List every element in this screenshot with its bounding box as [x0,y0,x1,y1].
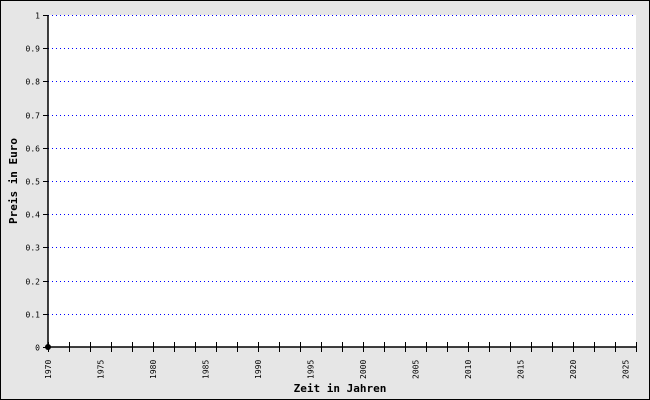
y-tick-label: 0.1 [26,311,41,320]
x-tick-label: 1995 [307,360,316,379]
x-tick-label: 2000 [359,360,368,379]
x-tick-label: 2020 [569,360,578,379]
y-axis-label: Preis in Euro [7,138,20,224]
y-tick-label: 0.7 [26,112,41,121]
y-tick-label: 0.2 [26,278,41,287]
x-tick-label: 1985 [202,360,211,379]
y-tick-label: 0 [35,344,40,353]
y-tick-label: 0.6 [26,145,41,154]
y-tick-label: 1 [35,12,40,21]
x-tick-label: 2015 [517,360,526,379]
x-tick-label: 1980 [149,360,158,379]
x-tick-label: 2010 [464,360,473,379]
plot-area [48,15,636,347]
x-tick-label: 1970 [44,360,53,379]
x-axis-label: Zeit in Jahren [294,382,387,395]
x-tick-label: 1975 [97,360,106,379]
y-tick-label: 0.8 [26,78,41,87]
y-tick-label: 0.9 [26,45,41,54]
x-tick-label: 2005 [412,360,421,379]
y-tick-label: 0.3 [26,244,41,253]
y-tick-label: 0.4 [26,211,41,220]
y-tick-label: 0.5 [26,178,41,187]
x-tick-label: 1990 [254,360,263,379]
x-tick-label: 2025 [622,360,631,379]
